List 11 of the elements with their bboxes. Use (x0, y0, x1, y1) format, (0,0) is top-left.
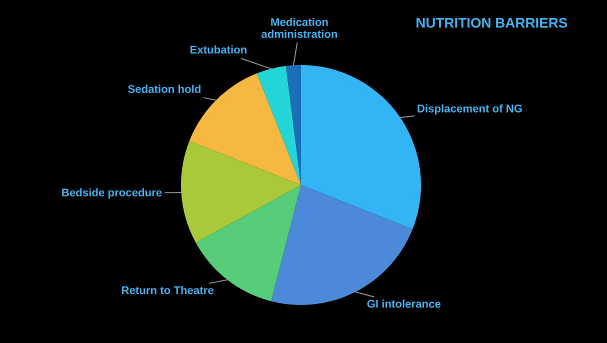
slice-label: Return to Theatre (122, 286, 214, 294)
slice-label: Sedation hold (128, 84, 200, 93)
pie-slice (256, 66, 301, 185)
slice-label: Extubation (190, 45, 246, 54)
slice-label: Bedside procedure (62, 188, 162, 199)
slice-label: Medication administration (262, 18, 338, 38)
slice-label: GI intolerance (367, 300, 441, 308)
pie-slice (286, 65, 301, 185)
slice-label: Displacement of NG (418, 104, 522, 115)
chart-title: NUTRITION BARRIERS (416, 18, 568, 28)
pie-slice (181, 140, 301, 243)
